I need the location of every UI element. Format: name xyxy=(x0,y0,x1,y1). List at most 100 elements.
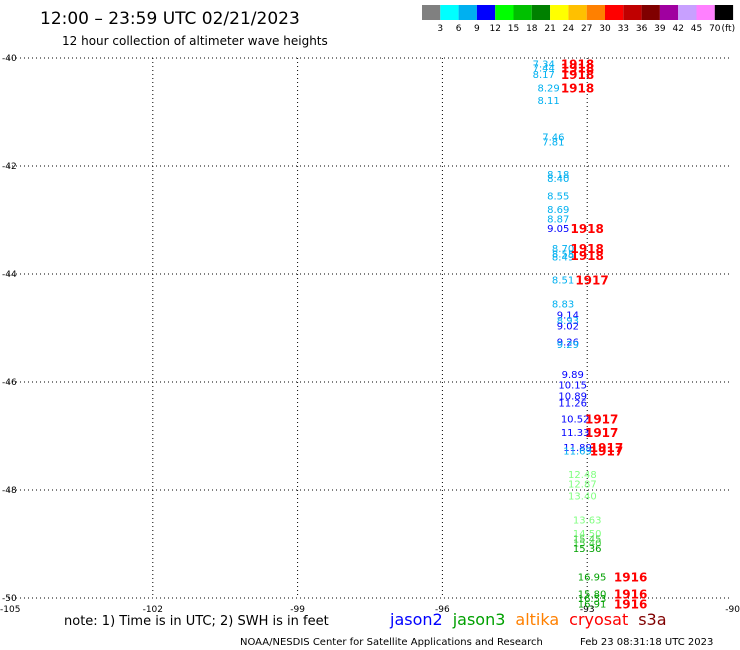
legend-swatch xyxy=(714,5,734,20)
x-tick-label: -105 xyxy=(0,605,20,615)
wave-height-label: 8.11 xyxy=(537,96,559,107)
legend-swatch xyxy=(550,5,569,20)
legend-swatch xyxy=(678,5,697,20)
chart-subtitle: 12 hour collection of altimeter wave hei… xyxy=(62,34,328,48)
color-legend: 3 6 9 12 15 18 21 24 27 30 33 36 39 42 45 70 (ft) xyxy=(422,5,735,34)
legend-swatch xyxy=(495,5,514,20)
wave-height-label: 16.53 xyxy=(578,594,607,605)
legend-label: 15 xyxy=(508,24,519,34)
footer-note: note: 1) Time is in UTC; 2) SWH is in fe… xyxy=(64,614,329,629)
wave-height-label: 9.29 xyxy=(557,340,579,351)
date-label: 1918 xyxy=(570,242,603,256)
x-tick-label: -99 xyxy=(290,605,305,615)
legend-swatch xyxy=(586,5,605,20)
wave-height-label: 8.83 xyxy=(552,300,574,311)
wave-height-label: 15.80 xyxy=(578,590,607,601)
legend-label: 9 xyxy=(474,24,480,34)
legend-swatch xyxy=(531,5,551,20)
date-label: 1918 xyxy=(561,57,594,71)
mission-jason2: jason2 xyxy=(389,610,443,629)
wave-height-label: 11.33 xyxy=(561,428,590,439)
legend-label: 18 xyxy=(526,24,538,34)
wave-height-label: 13.63 xyxy=(573,516,602,527)
wave-height-label: 8.55 xyxy=(552,249,574,260)
date-label: 1918 xyxy=(570,249,603,263)
date-label: 1917 xyxy=(585,413,618,427)
y-tick-label: -46 xyxy=(2,378,17,388)
legend-swatch xyxy=(605,5,624,20)
y-tick-label: -44 xyxy=(2,270,17,280)
legend-swatch xyxy=(696,5,715,20)
date-label: 1916 xyxy=(614,588,647,602)
y-tick-label: -50 xyxy=(2,594,17,604)
wave-height-label: 15.40 xyxy=(573,538,602,549)
wave-height-label: 11.89 xyxy=(563,443,592,454)
x-tick-label: -93 xyxy=(580,605,595,615)
wave-height-label: 8.49 xyxy=(552,253,574,264)
wave-height-label: 15.45 xyxy=(573,535,602,546)
legend-label: 39 xyxy=(654,24,666,34)
date-label: 1918 xyxy=(561,68,594,82)
wave-height-label: 9.14 xyxy=(557,311,579,322)
wave-height-label: 7.81 xyxy=(542,138,564,149)
wave-height-label: 8.18 xyxy=(547,170,569,181)
legend-label: 27 xyxy=(581,24,592,34)
wave-height-label: 8.70 xyxy=(552,244,574,255)
legend-label: 33 xyxy=(618,24,629,34)
wave-height-label: 10.15 xyxy=(558,381,587,392)
chart-axes: -40 -42 -44 -46 -48 -50-105 -102 -99 -96 -93 -90 xyxy=(0,54,740,615)
wave-height-label: 14.50 xyxy=(573,529,602,540)
wave-height-label: 12.87 xyxy=(568,480,597,491)
wave-height-label: 16.95 xyxy=(578,572,607,583)
legend-swatch xyxy=(422,5,441,20)
wave-height-label: 8.87 xyxy=(547,214,569,225)
wave-height-label: 7.44 xyxy=(533,64,555,75)
wave-height-label: 7.34 xyxy=(533,59,555,70)
legend-label: 21 xyxy=(544,24,555,34)
mission-legend: jason2 jason3 altika cryosat s3a xyxy=(389,610,667,629)
date-labels: 1918191819181918191819181918191719171917… xyxy=(561,57,647,611)
mission-jason3: jason3 xyxy=(452,610,506,629)
y-tick-label: -48 xyxy=(2,486,17,496)
footer-generated: Feb 23 08:31:18 UTC 2023 xyxy=(580,637,713,648)
wave-height-label: 9.89 xyxy=(562,370,584,381)
legend-label: 6 xyxy=(456,24,462,34)
legend-swatch xyxy=(440,5,459,20)
legend-swatch xyxy=(568,5,587,20)
wave-height-label: 10.52 xyxy=(561,415,590,426)
date-label: 1916 xyxy=(614,570,647,584)
legend-label: 24 xyxy=(563,24,575,34)
wave-height-label: 8.17 xyxy=(533,70,555,81)
wave-height-label: 11.69 xyxy=(563,447,592,458)
y-tick-label: -42 xyxy=(2,162,17,172)
chart-title: 12:00 – 23:59 UTC 02/21/2023 xyxy=(40,9,300,29)
legend-label: 36 xyxy=(636,24,648,34)
legend-label: 12 xyxy=(489,24,500,34)
date-label: 1917 xyxy=(590,441,623,455)
wave-height-label: 16.91 xyxy=(578,599,607,610)
wave-height-label: 12.48 xyxy=(568,470,597,481)
wave-height-label: 15.36 xyxy=(573,544,602,555)
x-tick-label: -102 xyxy=(143,605,163,615)
wave-height-label: 8.40 xyxy=(547,174,569,185)
date-label: 1917 xyxy=(585,426,618,440)
legend-swatch xyxy=(476,5,496,20)
date-label: 1917 xyxy=(590,445,623,459)
legend-swatch xyxy=(458,5,477,20)
wave-height-label: 9.02 xyxy=(557,321,579,332)
wave-height-label: 8.93 xyxy=(557,316,579,327)
mission-s3a: s3a xyxy=(638,610,666,629)
mission-altika: altika xyxy=(515,610,559,629)
wave-height-label: 7.46 xyxy=(542,132,564,143)
legend-label: 42 xyxy=(672,24,683,34)
legend-swatch xyxy=(641,5,660,20)
chart-grid xyxy=(8,57,732,599)
wave-height-label: 10.89 xyxy=(558,392,587,403)
date-label: 1918 xyxy=(561,62,594,76)
legend-swatch xyxy=(623,5,642,20)
wave-height-label: 8.69 xyxy=(547,205,569,216)
wave-height-label: 13.40 xyxy=(568,491,597,502)
y-tick-label: -40 xyxy=(2,54,17,64)
legend-swatch xyxy=(513,5,532,20)
x-tick-label: -96 xyxy=(435,605,450,615)
